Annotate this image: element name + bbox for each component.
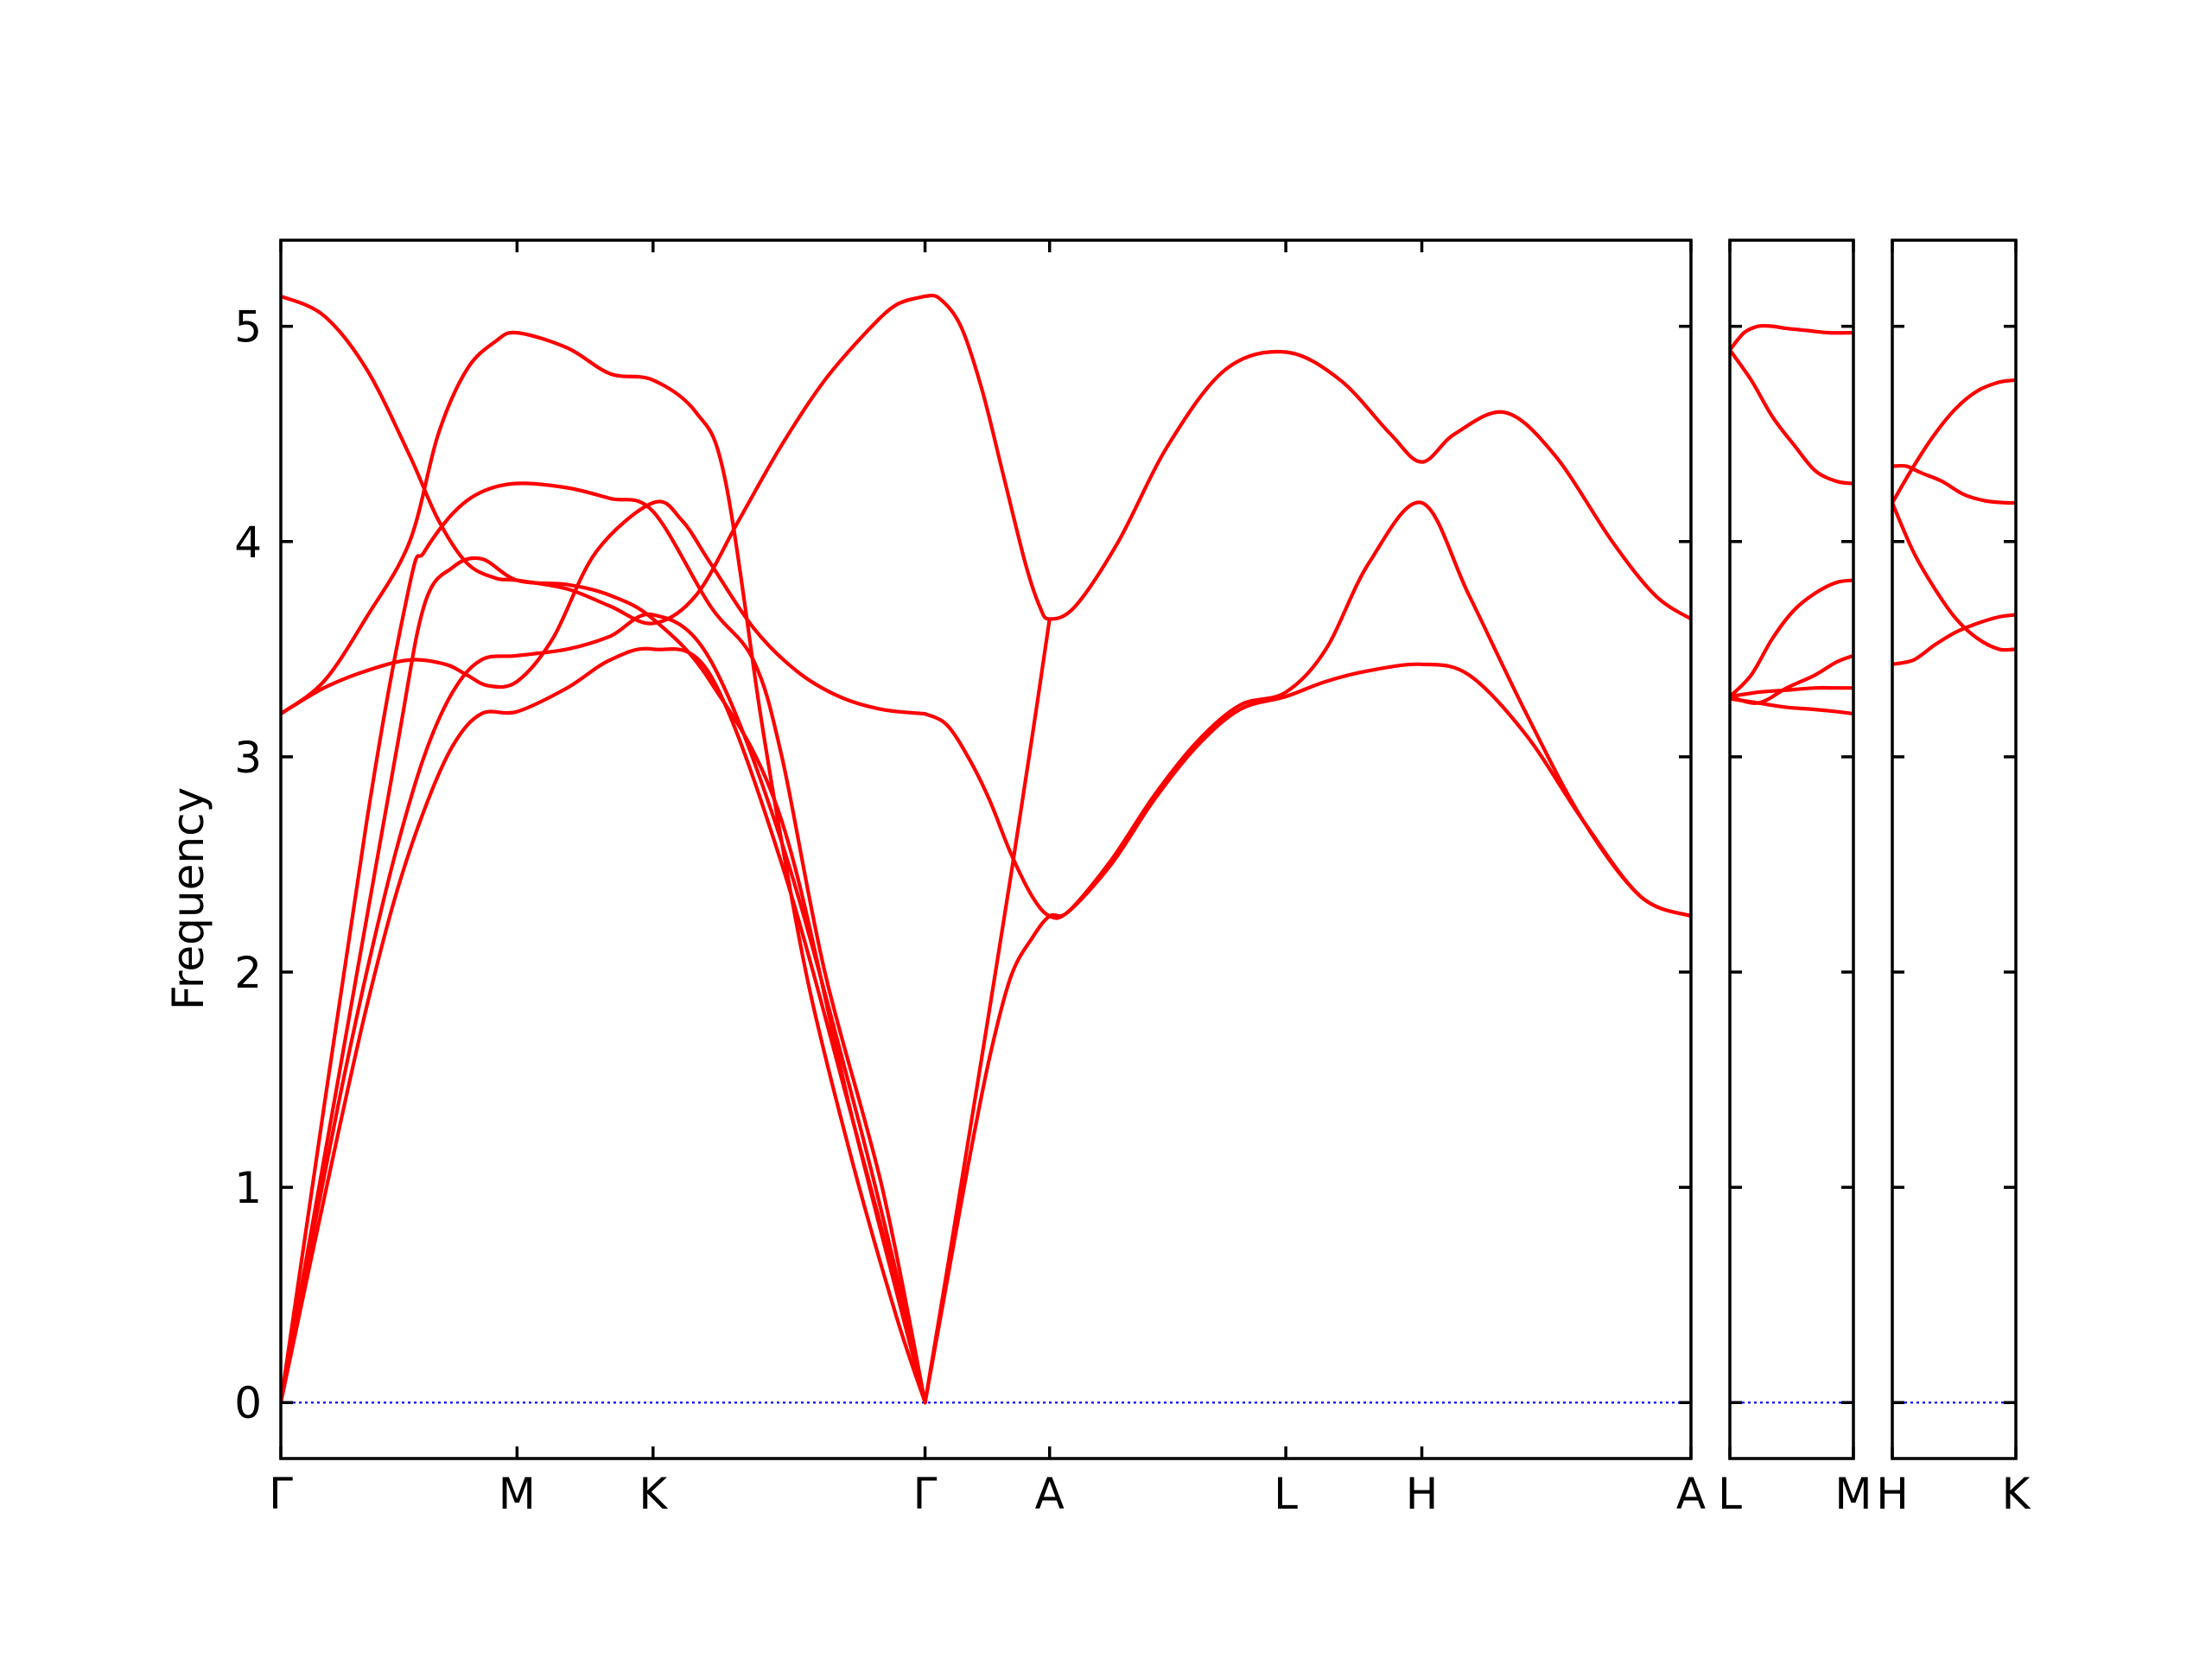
bands: [1730, 323, 1853, 716]
band-line: [1730, 347, 1853, 486]
x-tick-label: M: [499, 1469, 536, 1519]
x-tick-label: A: [1035, 1469, 1065, 1519]
band-line: [1892, 378, 2016, 505]
band-line: [1892, 613, 2016, 666]
band-line: [923, 662, 1691, 920]
band-line: [923, 617, 1052, 1405]
x-tick-label: M: [1834, 1469, 1872, 1519]
bands: [1892, 378, 2016, 666]
y-tick-label: 4: [234, 518, 262, 568]
plot-frame: [279, 238, 1693, 1460]
x-tick-label: L: [1718, 1469, 1742, 1519]
x-tick-label: Γ: [913, 1469, 938, 1519]
band-line: [1730, 685, 1853, 699]
y-tick-label: 2: [234, 948, 262, 998]
y-tick-label: 0: [234, 1378, 262, 1428]
y-tick-label: 3: [234, 733, 262, 783]
y-tick-label: 1: [234, 1163, 262, 1213]
band-line: [1892, 463, 2016, 505]
x-tick-label: Γ: [269, 1469, 293, 1519]
band-line: [923, 293, 1691, 621]
band-line: [1730, 578, 1853, 699]
band-line: [1730, 323, 1853, 353]
x-tick-label: H: [1406, 1469, 1439, 1519]
x-tick-label: K: [2002, 1469, 2031, 1519]
x-tick-label: A: [1676, 1469, 1706, 1519]
band-line: [281, 612, 927, 1405]
band-line: [1730, 696, 1853, 716]
band-line: [281, 499, 927, 716]
plot-frame: [1728, 238, 1855, 1460]
band-line: [281, 481, 927, 1405]
band-line: [1892, 500, 2016, 652]
band-line: [281, 646, 927, 1405]
y-tick-label: 5: [234, 302, 262, 353]
band-line: [281, 294, 927, 626]
x-tick-label: H: [1876, 1469, 1909, 1519]
band-line: [923, 500, 1691, 1405]
x-tick-label: L: [1274, 1469, 1298, 1519]
bands: [281, 293, 1691, 1405]
y-axis-label: Frequency: [163, 787, 213, 1010]
plot-frame: [1891, 238, 2018, 1460]
x-tick-label: K: [639, 1469, 668, 1519]
panel-1: 0 1 2 3 4 5 Γ M K Γ A L H A: [234, 238, 1706, 1519]
band-line: [281, 330, 927, 1405]
